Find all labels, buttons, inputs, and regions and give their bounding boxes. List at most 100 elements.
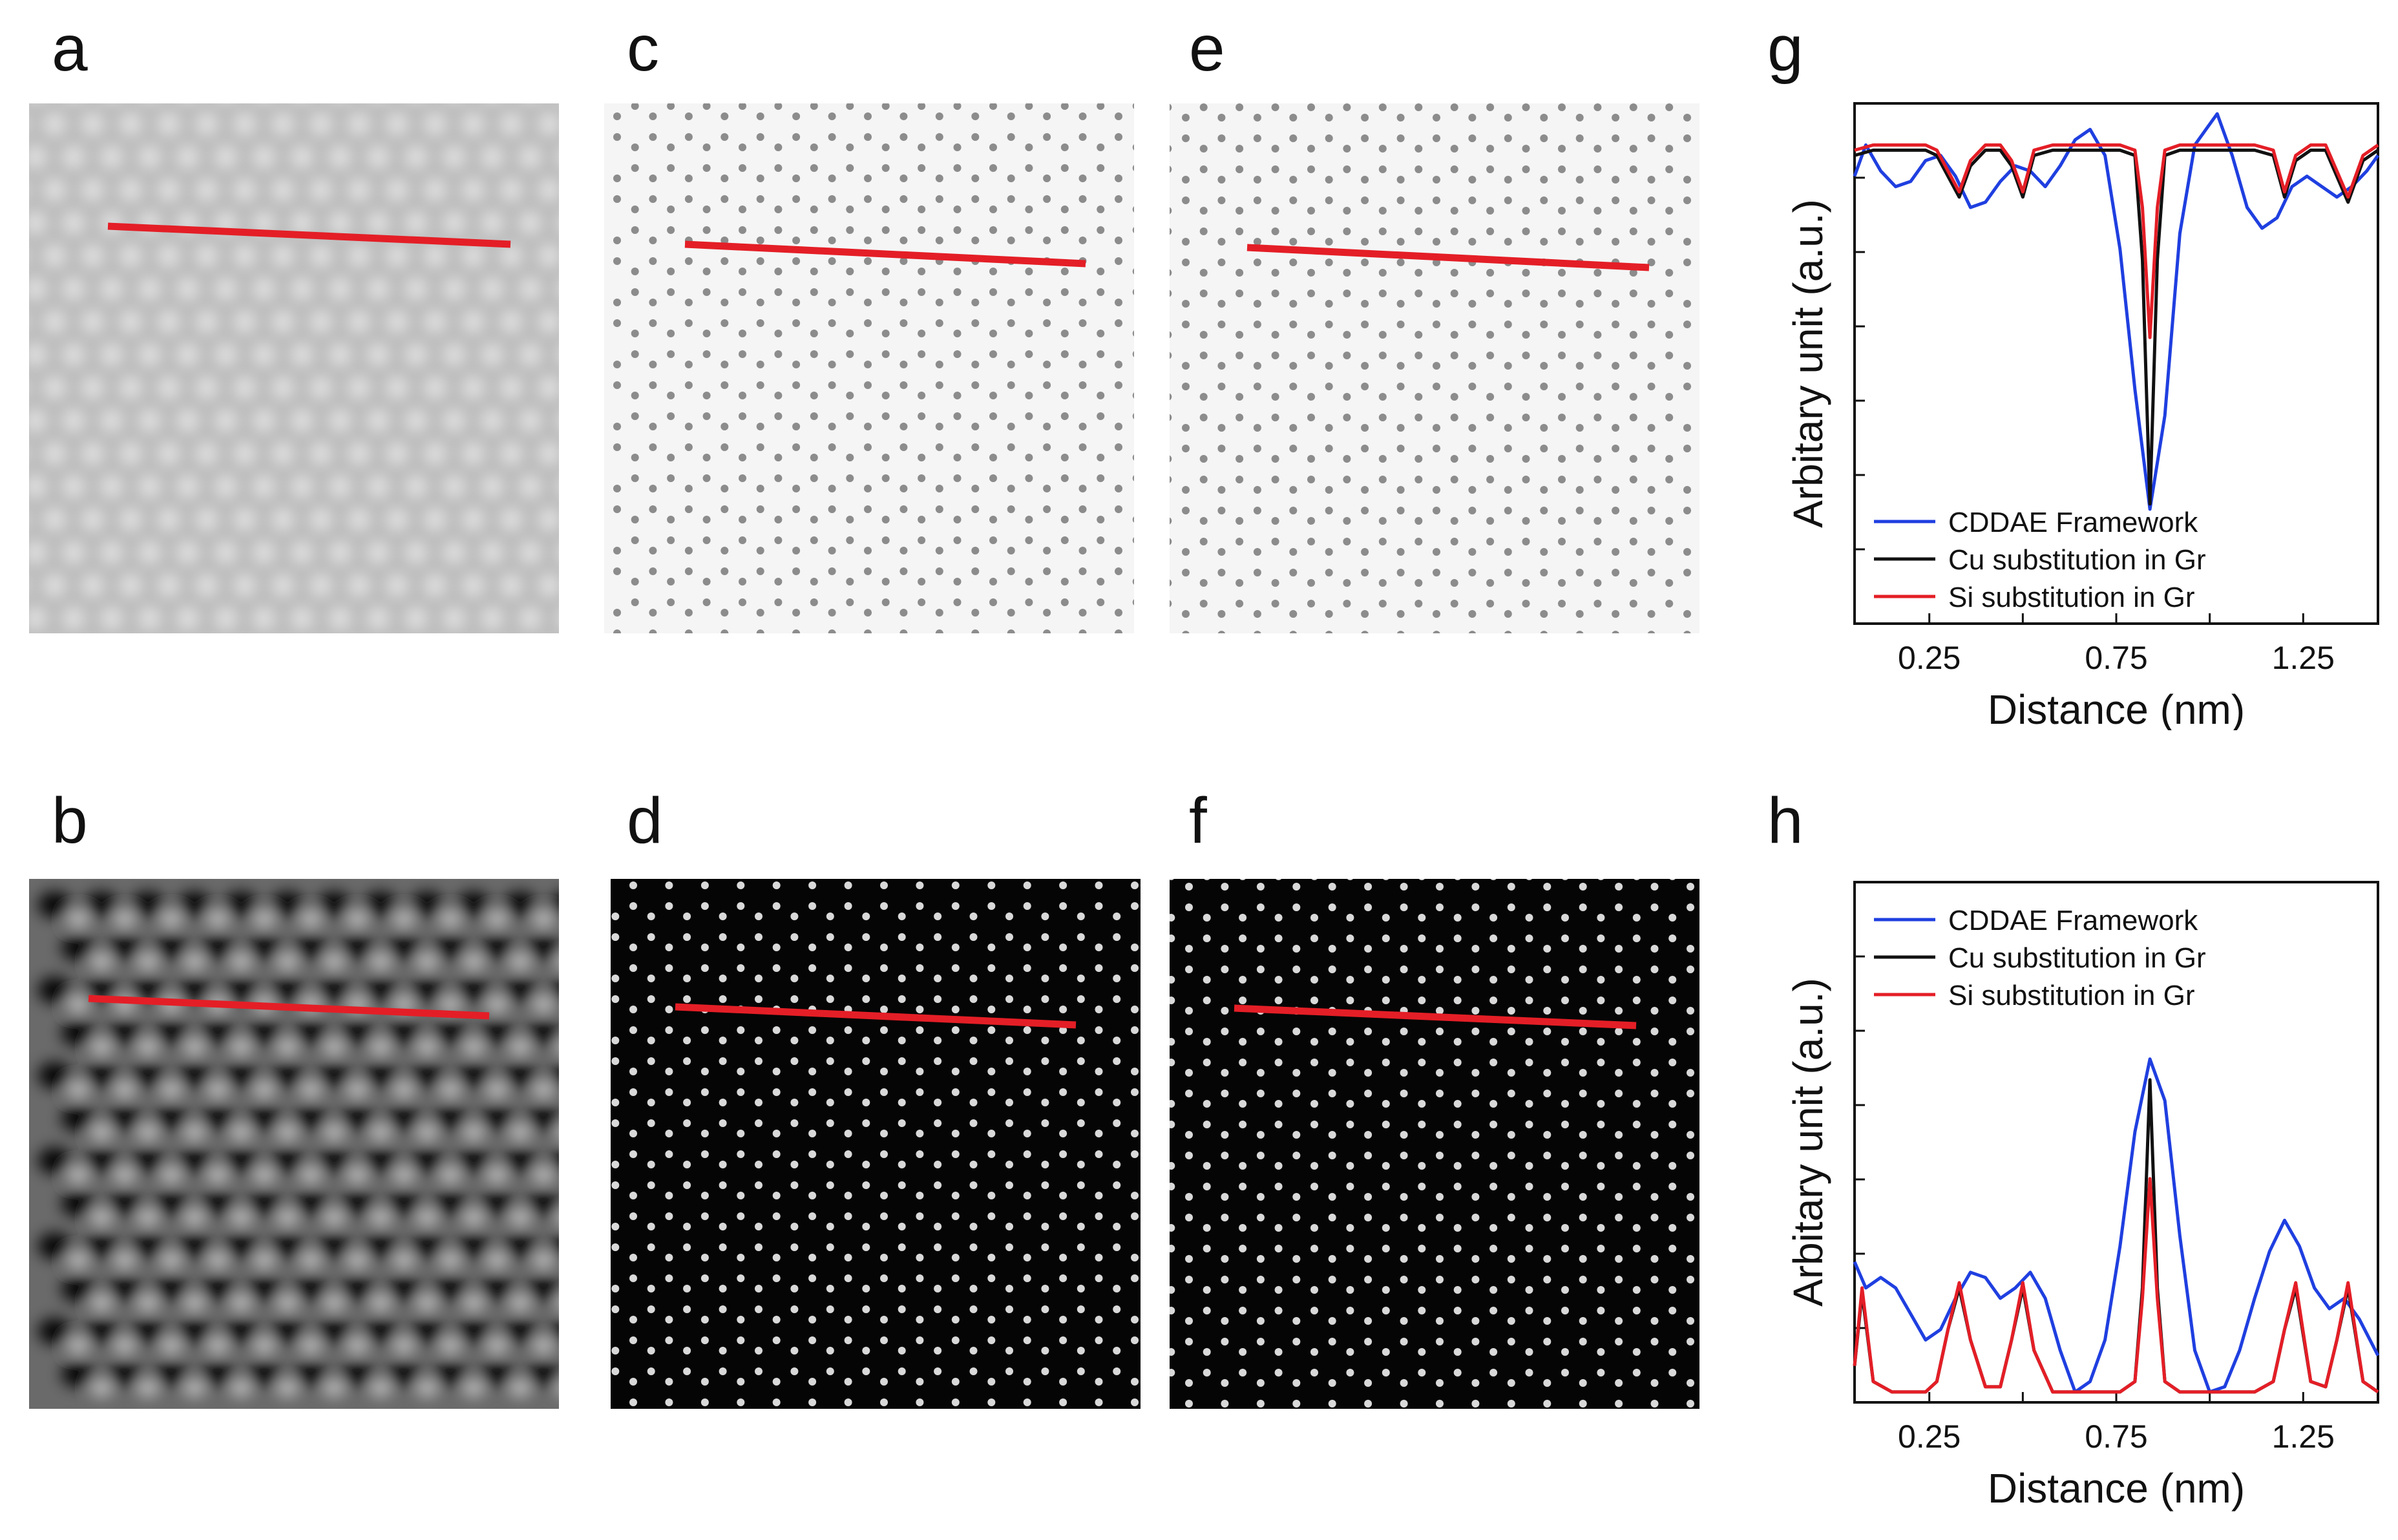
atom-dot xyxy=(29,258,45,276)
atom-dot xyxy=(720,361,729,368)
atom-dot xyxy=(1170,579,1172,587)
atom-dot xyxy=(916,1088,924,1096)
atom-dot xyxy=(1023,1212,1031,1220)
atom-dot xyxy=(1378,579,1387,587)
atom-dot xyxy=(121,401,140,419)
atom-dot xyxy=(1561,934,1569,942)
atom-dot xyxy=(737,1130,745,1137)
atom-dot xyxy=(898,1347,906,1355)
atom-dot xyxy=(810,516,818,523)
atom-dot xyxy=(700,1068,709,1075)
atom-dot xyxy=(445,302,463,320)
atom-dot xyxy=(121,620,140,633)
atom-dot xyxy=(1274,934,1283,942)
atom-dot xyxy=(1436,1069,1444,1077)
atom-dot xyxy=(540,203,558,221)
atom-dot xyxy=(1489,1100,1498,1108)
atom-dot xyxy=(935,485,943,492)
atom-dot xyxy=(540,598,558,617)
atom-dot xyxy=(611,912,620,920)
lattice-hole xyxy=(38,1233,72,1259)
atom-dot xyxy=(808,902,817,910)
atom-dot xyxy=(864,112,872,120)
atom-dot xyxy=(198,203,216,221)
atom-dot xyxy=(1236,207,1244,215)
atom-dot xyxy=(1665,207,1674,215)
atom-dot xyxy=(1328,1193,1336,1201)
atom-dot xyxy=(1236,352,1244,359)
atom-dot xyxy=(792,319,801,327)
atom-dot xyxy=(918,164,926,172)
atom-dot xyxy=(665,881,673,889)
atom-dot xyxy=(810,392,818,399)
atom-dot xyxy=(989,392,997,399)
lattice-bright xyxy=(138,1039,158,1055)
atom-dot xyxy=(1289,258,1298,266)
atom-dot xyxy=(1325,383,1333,390)
atom-dot xyxy=(1543,1379,1551,1387)
lattice-bright xyxy=(254,911,275,927)
atom-dot xyxy=(1271,352,1279,359)
panel-label-h: h xyxy=(1767,785,1804,857)
atom-dot xyxy=(700,1336,709,1344)
atom-dot xyxy=(737,1150,745,1158)
atom-dot xyxy=(755,1119,763,1127)
atom-dot xyxy=(1025,350,1033,358)
atom-dot xyxy=(1453,1100,1462,1108)
atom-dot xyxy=(739,516,746,523)
atom-dot xyxy=(1097,412,1105,420)
atom-dot xyxy=(1256,1338,1265,1345)
atom-dot xyxy=(772,1336,781,1344)
atom-dot xyxy=(989,330,997,337)
atom-dot xyxy=(1170,1121,1175,1128)
lattice-bright xyxy=(370,1295,391,1311)
lattice-bright xyxy=(114,1082,135,1097)
atom-dot xyxy=(64,587,83,606)
atom-dot xyxy=(1185,1276,1193,1283)
atom-dot xyxy=(774,454,783,461)
lattice-bright xyxy=(463,1380,484,1396)
atom-dot xyxy=(1543,965,1551,973)
atom-dot xyxy=(844,881,852,889)
lattice-bright xyxy=(463,1039,484,1055)
atom-dot xyxy=(774,288,783,296)
atom-dot xyxy=(1433,196,1440,204)
atom-dot xyxy=(1325,362,1333,370)
atom-dot xyxy=(1170,1183,1175,1190)
atom-dot xyxy=(121,335,140,353)
atom-dot xyxy=(1182,548,1190,556)
atom-dot xyxy=(406,104,425,122)
atom-dot xyxy=(1199,517,1208,525)
atom-dot xyxy=(1256,1379,1265,1387)
lattice-bright xyxy=(161,1252,182,1268)
atom-dot xyxy=(311,554,330,573)
lattice-hole xyxy=(294,934,328,960)
atom-dot xyxy=(1486,331,1495,339)
atom-dot xyxy=(667,103,675,110)
atom-dot xyxy=(1239,1059,1247,1066)
lattice-hole xyxy=(503,1233,537,1259)
atom-dot xyxy=(1415,290,1423,297)
atom-dot xyxy=(808,1026,817,1034)
atom-dot xyxy=(826,1347,834,1355)
atom-dot xyxy=(140,587,159,606)
atom-dot xyxy=(198,401,216,419)
atom-dot xyxy=(1612,362,1620,370)
atom-dot xyxy=(178,522,197,540)
atom-dot xyxy=(916,1336,924,1344)
lattice-bright xyxy=(510,1039,531,1055)
atom-dot xyxy=(826,1181,834,1189)
atom-dot xyxy=(1561,1162,1569,1170)
lattice-hole xyxy=(38,1062,72,1088)
atom-dot xyxy=(951,1192,960,1199)
atom-dot xyxy=(1647,362,1656,370)
atom-dot xyxy=(1060,288,1069,296)
atom-dot xyxy=(29,236,45,254)
lattice-hole xyxy=(434,1105,467,1131)
atom-dot xyxy=(934,1305,942,1313)
atom-dot xyxy=(1579,1152,1587,1159)
atom-dot xyxy=(1436,1090,1444,1097)
atom-dot xyxy=(1436,1400,1444,1408)
atom-dot xyxy=(369,390,387,408)
atom-dot xyxy=(880,964,888,972)
